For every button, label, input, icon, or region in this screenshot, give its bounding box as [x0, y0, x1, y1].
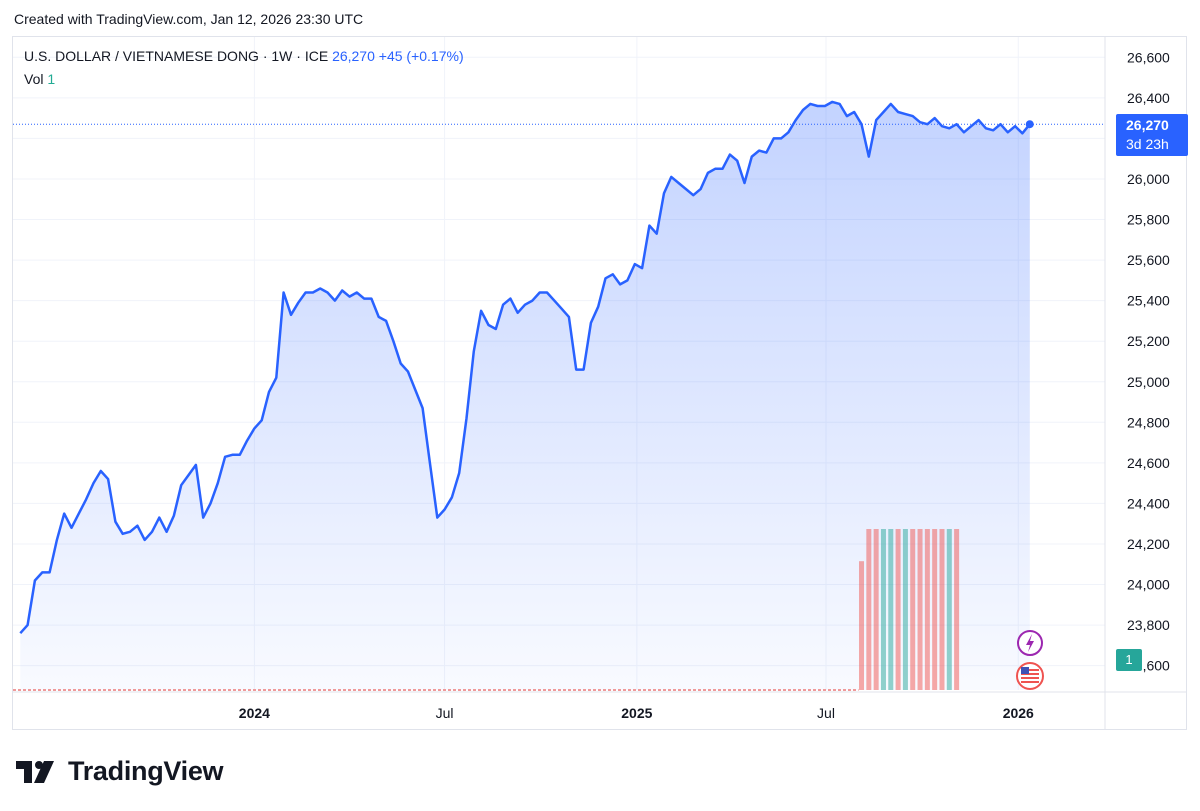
y-tick-label: 23,800 [1127, 617, 1170, 633]
y-tick-label: 24,400 [1127, 495, 1170, 511]
flag-stripe [1021, 677, 1039, 679]
us-flag-icon [1016, 662, 1044, 690]
last-price-value: 26,270 [1126, 117, 1169, 133]
x-tick-label: 2024 [239, 705, 270, 721]
flag-canton [1021, 667, 1029, 674]
chart-legend: U.S. DOLLAR / VIETNAMESE DONG · 1W · ICE… [24, 48, 464, 64]
volume-value: 1 [47, 71, 56, 87]
flag-stripe [1021, 681, 1039, 683]
volume-bar [888, 529, 894, 690]
y-tick-label: 26,400 [1127, 90, 1170, 106]
flag-stripe [1021, 673, 1039, 675]
y-tick-label: 24,600 [1127, 455, 1170, 471]
created-with-caption: Created with TradingView.com, Jan 12, 20… [14, 11, 364, 27]
bar-countdown: 3d 23h [1126, 136, 1169, 152]
symbol-title: U.S. DOLLAR / VIETNAMESE DONG · 1W · ICE [24, 48, 329, 64]
volume-tag: 1 [1116, 649, 1142, 671]
lightning-glyph [1026, 634, 1034, 652]
price-area-fill [20, 101, 1030, 690]
volume-legend: Vol 1 [24, 71, 55, 87]
volume-bar [873, 529, 879, 690]
volume-bar [932, 529, 938, 690]
y-tick-label: 25,600 [1127, 252, 1170, 268]
y-tick-label: 25,800 [1127, 212, 1170, 228]
y-tick-label: 26,000 [1127, 171, 1170, 187]
price-line [19, 100, 1031, 635]
tradingview-logo-text: TradingView [68, 756, 224, 786]
y-tick-label: 25,400 [1127, 293, 1170, 309]
volume-bar [954, 529, 960, 690]
volume-bar [939, 529, 945, 690]
volume-bar [910, 529, 916, 690]
flag-stripe [1021, 669, 1039, 671]
volume-bar [895, 529, 901, 690]
volume-bar [946, 529, 952, 690]
y-tick-label: 25,200 [1127, 333, 1170, 349]
x-tick-label: Jul [817, 705, 835, 721]
legend-change: +45 (+0.17%) [378, 48, 464, 64]
x-tick-label: 2026 [1003, 705, 1034, 721]
volume-bar [859, 561, 865, 690]
volume-bar [902, 529, 908, 690]
y-tick-label: 25,000 [1127, 374, 1170, 390]
y-tick-label: 24,200 [1127, 536, 1170, 552]
volume-bar [880, 529, 886, 690]
chart-frame [12, 36, 1187, 730]
last-price-marker [1025, 120, 1034, 129]
y-tick-label: 24,800 [1127, 414, 1170, 430]
y-tick-label: 24,000 [1127, 577, 1170, 593]
tradingview-logo[interactable]: TradingView [16, 756, 224, 787]
legend-price: 26,270 [332, 48, 375, 64]
volume-bar [917, 529, 923, 690]
last-price-tag: 26,270 3d 23h [1116, 114, 1188, 156]
x-tick-label: Jul [436, 705, 454, 721]
volume-bar [924, 529, 930, 690]
volume-bar [866, 529, 872, 690]
y-tick-label: 26,600 [1127, 49, 1170, 65]
volume-label: Vol [24, 71, 44, 87]
x-tick-label: 2025 [621, 705, 652, 721]
tradingview-logo-icon [16, 760, 54, 783]
